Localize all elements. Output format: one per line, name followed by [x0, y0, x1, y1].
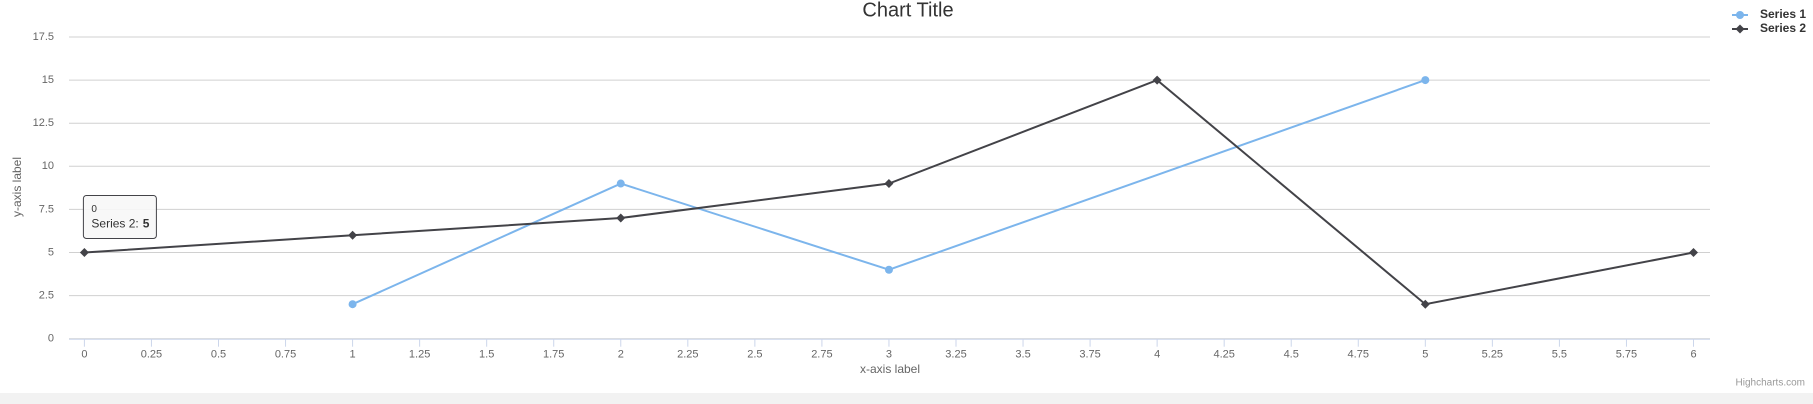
tooltip-box — [82, 195, 157, 239]
x-axis-label: x-axis label — [860, 362, 920, 376]
x-tick-label: 1 — [350, 349, 356, 361]
x-tick-label: 5 — [1422, 349, 1428, 361]
y-tick-label: 12.5 — [33, 117, 54, 129]
tooltip-body: Series 2: 5 — [91, 217, 149, 231]
x-tick-label: 0.75 — [275, 349, 296, 361]
data-point — [884, 179, 894, 189]
x-tick-label: 3.5 — [1015, 349, 1030, 361]
y-tick-label: 10 — [42, 160, 54, 172]
y-tick-label: 7.5 — [39, 203, 54, 215]
x-tick-label: 4.25 — [1213, 349, 1234, 361]
data-point — [1152, 75, 1162, 85]
tooltip-value: 5 — [143, 217, 150, 231]
x-tick-label: 3 — [886, 349, 892, 361]
legend-marker — [1735, 24, 1745, 34]
data-point — [348, 230, 358, 240]
data-point — [1689, 248, 1698, 257]
y-tick-label: 5 — [48, 246, 54, 258]
data-point — [884, 265, 893, 274]
data-point — [79, 248, 89, 257]
footer-band — [0, 393, 1813, 404]
x-tick-label: 2.25 — [677, 349, 698, 361]
y-tick-label: 15 — [42, 74, 54, 86]
x-tick-label: 5.75 — [1616, 349, 1637, 361]
x-tick-label: 0.25 — [141, 349, 162, 361]
data-point — [1421, 76, 1430, 85]
legend-marker — [1736, 11, 1744, 19]
data-point — [616, 213, 626, 223]
x-tick-label: 6 — [1690, 349, 1696, 361]
y-tick-label: 17.5 — [33, 31, 54, 43]
x-tick-label: 3.25 — [945, 349, 966, 361]
x-tick-label: 5.5 — [1552, 349, 1567, 361]
x-tick-label: 2 — [618, 349, 624, 361]
x-tick-label: 3.75 — [1079, 349, 1100, 361]
x-tick-label: 1.5 — [479, 349, 494, 361]
data-point — [348, 300, 357, 309]
x-tick-label: 2.75 — [811, 349, 832, 361]
x-tick-label: 4 — [1154, 349, 1160, 361]
chart-title: Chart Title — [862, 0, 953, 21]
legend-label: Series 2 — [1760, 21, 1806, 35]
tooltip-label: Series 2: — [91, 217, 138, 231]
legend-label: Series 1 — [1760, 7, 1806, 21]
x-tick-label: 5.25 — [1482, 349, 1503, 361]
x-tick-label: 4.75 — [1348, 349, 1369, 361]
tooltip: 0 Series 2: 5 — [82, 195, 157, 239]
x-tick-label: 1.25 — [409, 349, 430, 361]
x-tick-label: 0 — [81, 349, 87, 361]
x-tick-label: 0.5 — [211, 349, 226, 361]
series-line — [352, 79, 1426, 306]
tooltip-header: 0 — [91, 204, 97, 215]
y-tick-label: 2.5 — [39, 290, 54, 302]
y-tick-label: 0 — [48, 333, 54, 345]
credits: Highcharts.com — [1736, 378, 1805, 389]
data-point — [1420, 299, 1430, 309]
x-tick-label: 4.5 — [1284, 349, 1299, 361]
data-point — [616, 179, 625, 188]
x-tick-label: 2.5 — [747, 349, 762, 361]
x-tick-label: 1.75 — [543, 349, 564, 361]
y-axis-label: y-axis label — [10, 157, 24, 217]
